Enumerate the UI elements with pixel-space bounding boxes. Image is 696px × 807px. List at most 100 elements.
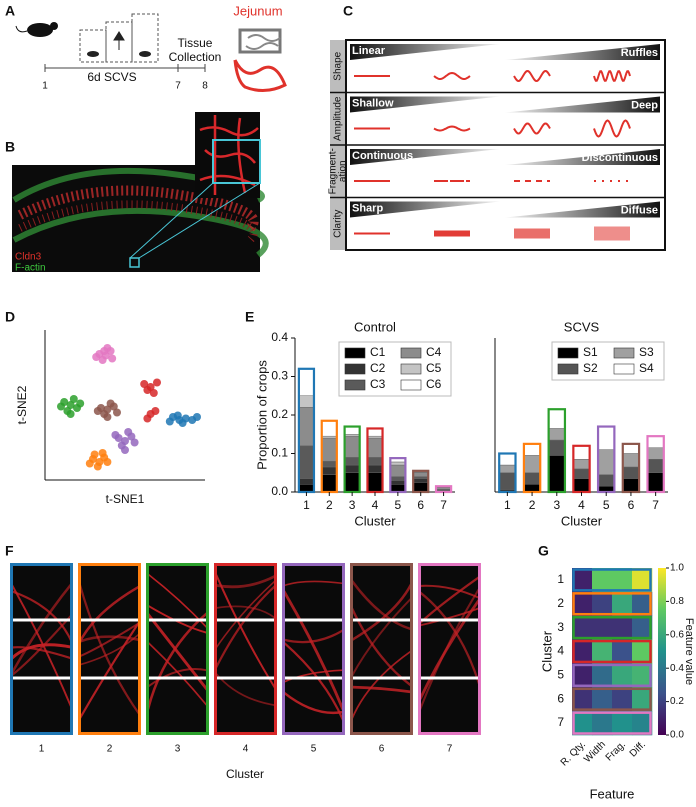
bar-segment xyxy=(597,474,615,487)
point xyxy=(85,459,94,468)
tissue-label: Jejunum xyxy=(233,3,282,18)
panel-letter: E xyxy=(245,309,254,325)
junction-signal xyxy=(11,590,72,641)
junction-signal xyxy=(147,604,208,634)
heat-cell xyxy=(572,639,593,664)
legend-label: S3 xyxy=(639,345,654,359)
axis-label: Proportion of crops xyxy=(254,360,269,470)
heat-cell xyxy=(572,568,593,593)
legend-label: C3 xyxy=(370,377,386,391)
day-label: 1 xyxy=(42,81,48,92)
junction-signal xyxy=(11,614,72,676)
heat-cell xyxy=(572,663,593,688)
heat-cell xyxy=(632,639,653,664)
axis-label: Cluster xyxy=(539,630,554,672)
crop-frame xyxy=(282,563,345,735)
heat-cell xyxy=(612,591,633,617)
bar-segment xyxy=(622,453,640,468)
bar-segment xyxy=(390,480,406,485)
colorbar-tick-label: 1.0 xyxy=(670,563,684,574)
bar-segment xyxy=(647,435,665,448)
row-frame xyxy=(572,687,652,711)
gradient-wedge xyxy=(350,44,500,60)
stress-icon xyxy=(113,31,125,50)
legend-label: C6 xyxy=(426,377,442,391)
feature-name: Amplitude xyxy=(333,96,344,141)
junction-signal xyxy=(351,685,412,694)
bar-segment xyxy=(548,455,566,493)
example-glyph xyxy=(514,228,550,239)
point xyxy=(57,402,65,411)
x-tick-label: 1 xyxy=(303,498,310,512)
point xyxy=(66,401,75,409)
panel-f: Cluster 1 2 3 4 5 6 7 xyxy=(10,563,481,781)
bar-segment xyxy=(523,455,541,473)
junction-signal xyxy=(79,622,140,658)
bar-segment xyxy=(597,449,615,475)
point xyxy=(98,449,107,457)
x-tick-label: 2 xyxy=(326,498,333,512)
example-glyph xyxy=(433,125,471,132)
point xyxy=(98,356,107,364)
bar-segment xyxy=(412,472,429,477)
legend-swatch xyxy=(400,379,422,391)
y-tick-label: 0.1 xyxy=(271,446,288,460)
point xyxy=(100,347,109,355)
bar-segment xyxy=(573,478,590,493)
legend-label: S1 xyxy=(583,345,598,359)
heat-cell xyxy=(632,568,653,593)
panel-letter: C xyxy=(343,3,353,19)
heat-cell xyxy=(592,639,613,664)
crop-frame xyxy=(78,563,141,735)
bar-segment xyxy=(548,439,566,456)
point xyxy=(130,438,139,447)
axis-label: Cluster xyxy=(354,513,396,528)
example-glyph xyxy=(434,230,470,237)
cluster-label: 6 xyxy=(379,744,385,755)
row-frame xyxy=(572,568,652,592)
column-label: Frag. xyxy=(604,739,628,763)
gradient-wedge xyxy=(350,149,500,165)
gradient-wedge xyxy=(350,201,500,218)
heat-cell xyxy=(612,663,633,688)
x-tick-label: 3 xyxy=(553,498,560,512)
x-tick-label: 2 xyxy=(529,498,536,512)
mouse-icon xyxy=(87,51,99,57)
junction-signal xyxy=(78,585,140,643)
colorbar-tick-label: 0.2 xyxy=(670,696,684,707)
point xyxy=(153,378,161,387)
junction-signal xyxy=(283,580,344,587)
point xyxy=(151,407,160,415)
y-tick-label: 0.2 xyxy=(271,407,288,421)
legend-swatch xyxy=(613,347,635,359)
heat-cell xyxy=(632,591,653,617)
point xyxy=(103,458,112,466)
colorbar-tick-label: 0.0 xyxy=(670,730,684,741)
junction-signal xyxy=(147,573,208,629)
heat-cell xyxy=(612,639,633,664)
axis-label: Cluster xyxy=(226,767,264,781)
x-tick-label: 7 xyxy=(652,498,659,512)
x-tick-label: 3 xyxy=(349,498,356,512)
heat-cell xyxy=(572,711,593,736)
junction-signal xyxy=(419,588,480,711)
scale-low: Continuous xyxy=(352,150,413,162)
row-label: 3 xyxy=(557,620,564,634)
point xyxy=(193,413,201,421)
junction-signal xyxy=(10,643,72,660)
bar-segment xyxy=(647,459,665,473)
colorbar-tick-label: 0.4 xyxy=(670,663,684,674)
panel-letter: D xyxy=(5,309,15,325)
heat-cell xyxy=(592,615,613,640)
intestine-icon xyxy=(245,34,281,50)
point xyxy=(93,462,102,471)
bar-segment xyxy=(412,482,429,493)
mouse-icon xyxy=(139,51,151,57)
junction-signal xyxy=(351,650,412,720)
bar-segment xyxy=(321,474,338,493)
row-label: 5 xyxy=(557,668,564,682)
bar-segment xyxy=(548,408,566,429)
junction-signal xyxy=(350,607,412,687)
junction-signal xyxy=(11,646,72,660)
bar-segment xyxy=(390,476,406,481)
